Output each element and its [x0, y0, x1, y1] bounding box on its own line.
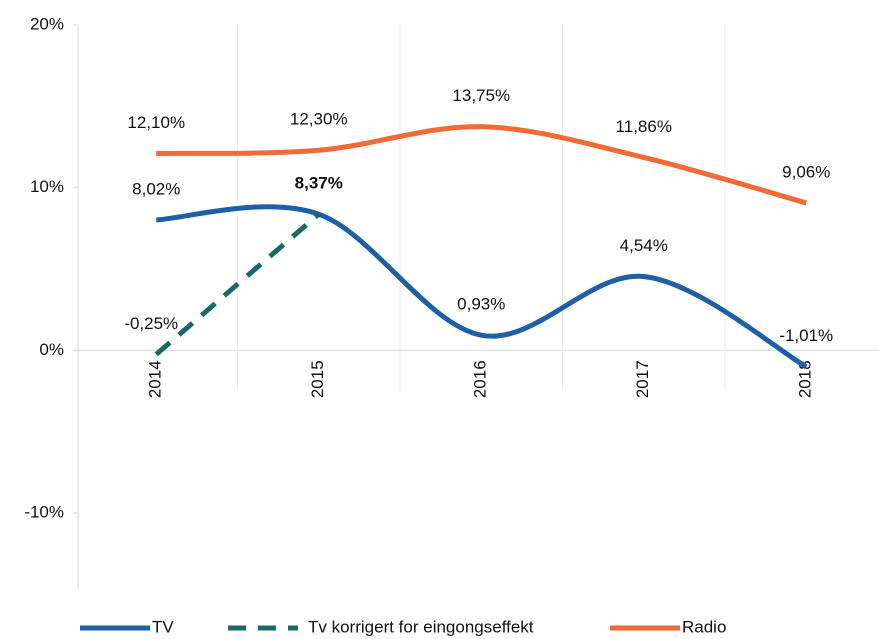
x-tick-label: 2017	[633, 360, 652, 398]
data-label: -1,01%	[779, 326, 833, 345]
data-label: 4,54%	[620, 236, 668, 255]
data-label: 12,30%	[290, 110, 348, 129]
y-tick-label: -10%	[24, 502, 64, 521]
x-tick-label: 2018	[796, 360, 815, 398]
data-label: 11,86%	[616, 117, 672, 136]
data-label: 0,93%	[457, 295, 505, 314]
y-tick-label: 20%	[30, 14, 64, 33]
data-label: 8,37%	[295, 174, 343, 193]
data-label: 12,10%	[127, 113, 185, 132]
series-line	[156, 124, 807, 206]
data-label: 8,02%	[132, 179, 180, 198]
data-label: 13,75%	[452, 86, 510, 105]
legend-label: Tv korrigert for eingongseffekt	[308, 617, 534, 636]
data-label: 9,06%	[782, 162, 830, 181]
x-tick-label: 2015	[308, 360, 327, 398]
series-line	[156, 204, 808, 369]
y-tick-label: 10%	[30, 177, 64, 196]
data-label: -0,25%	[124, 314, 178, 333]
y-tick-label: 0%	[39, 340, 64, 359]
legend-label: TV	[152, 617, 174, 636]
legend-label: Radio	[682, 617, 726, 636]
series-line	[154, 212, 321, 357]
x-tick-label: 2016	[471, 360, 490, 398]
x-tick-label: 2014	[146, 360, 165, 398]
